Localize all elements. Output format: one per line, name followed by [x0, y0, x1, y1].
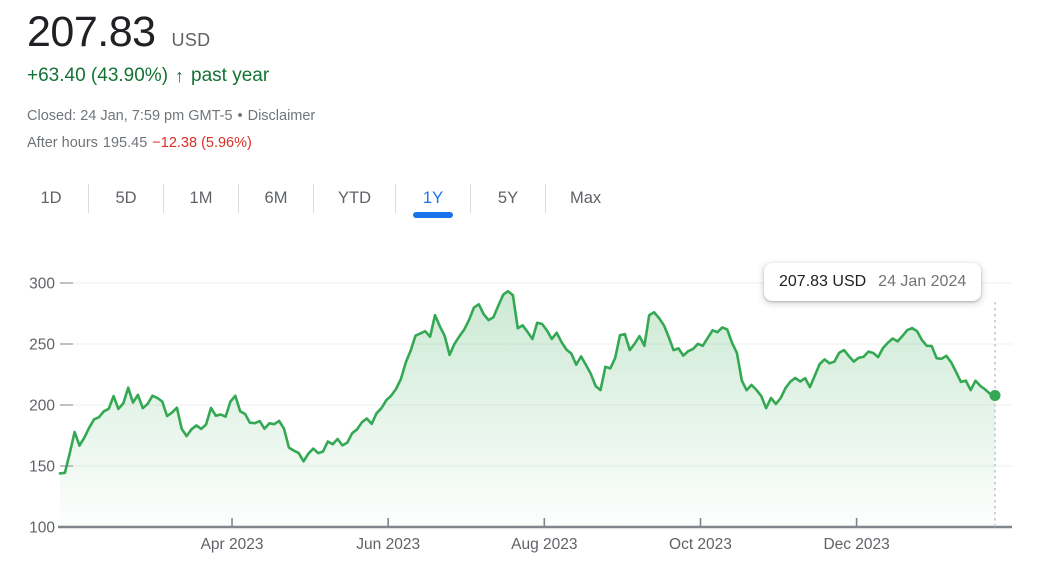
x-axis-label: Aug 2023 — [511, 536, 577, 553]
disclaimer-link[interactable]: Disclaimer — [247, 108, 316, 124]
after-hours-price: 195.45 — [102, 135, 148, 151]
y-axis-label: 150 — [29, 459, 55, 476]
tab-1y[interactable]: 1Y — [396, 182, 470, 218]
current-price: 207.83 — [27, 8, 156, 56]
tab-1d[interactable]: 1D — [14, 182, 88, 215]
tab-label: 6M — [264, 189, 288, 207]
y-axis-label: 200 — [29, 398, 55, 415]
price-line — [58, 289, 997, 475]
tab-label: 1D — [40, 189, 62, 207]
tab-label: 5Y — [497, 189, 519, 207]
price-area-fill — [60, 291, 995, 527]
active-tab-underline — [413, 212, 453, 218]
change-amount: +63.40 (43.90%) — [27, 65, 169, 86]
price-header: 207.83 USD — [27, 8, 210, 57]
up-arrow-icon: ↑ — [175, 65, 185, 86]
tab-divider — [88, 184, 89, 213]
tab-5y[interactable]: 5Y — [471, 182, 545, 215]
tab-divider — [238, 184, 239, 213]
x-axis-label: Jun 2023 — [356, 536, 420, 553]
x-axis-label: Dec 2023 — [823, 536, 889, 553]
tab-label: Max — [570, 189, 602, 207]
end-point-dot — [989, 389, 1001, 401]
tab-divider — [545, 184, 546, 213]
after-hours-change: −12.38 (5.96%) — [152, 135, 252, 151]
currency-label: USD — [171, 30, 211, 50]
tooltip-date: 24 Jan 2024 — [878, 273, 967, 290]
dot-separator: • — [237, 108, 243, 124]
tab-label: 1Y — [422, 189, 444, 207]
change-period: past year — [191, 65, 270, 86]
closed-status: Closed: 24 Jan, 7:59 pm GMT-5 — [27, 108, 233, 124]
tab-ytd[interactable]: YTD — [314, 182, 395, 215]
tab-label: 5D — [115, 189, 137, 207]
tab-6m[interactable]: 6M — [239, 182, 313, 215]
chart-tooltip: 207.83 USD 24 Jan 2024 — [764, 263, 982, 301]
x-axis-label: Oct 2023 — [669, 536, 732, 553]
tab-divider — [313, 184, 314, 213]
tab-max[interactable]: Max — [546, 182, 625, 215]
y-axis-label: 100 — [29, 520, 55, 537]
after-hours-row: After hours 195.45 −12.38 (5.96%) — [27, 135, 252, 151]
x-axis-label: Apr 2023 — [201, 536, 264, 553]
price-change-row: +63.40 (43.90%) ↑ past year — [27, 65, 269, 87]
y-axis-label: 300 — [29, 276, 55, 293]
tab-divider — [470, 184, 471, 213]
tab-5d[interactable]: 5D — [89, 182, 163, 215]
range-tabs: 1D 5D 1M 6M YTD 1Y 5Y Max — [14, 182, 625, 218]
after-hours-label: After hours — [27, 135, 98, 151]
y-axis-label: 250 — [29, 337, 55, 354]
tab-divider — [163, 184, 164, 213]
tab-divider — [395, 184, 396, 213]
tab-1m[interactable]: 1M — [164, 182, 238, 215]
tab-label: 1M — [189, 189, 213, 207]
tab-label: YTD — [338, 189, 371, 207]
tooltip-price: 207.83 USD — [779, 273, 867, 290]
market-status-row: Closed: 24 Jan, 7:59 pm GMT-5 • Disclaim… — [27, 108, 315, 124]
price-chart-svg[interactable]: 300 250 200 150 100 Apr 2023 Jun 2023 Aug 2023 O… — [0, 240, 1044, 577]
